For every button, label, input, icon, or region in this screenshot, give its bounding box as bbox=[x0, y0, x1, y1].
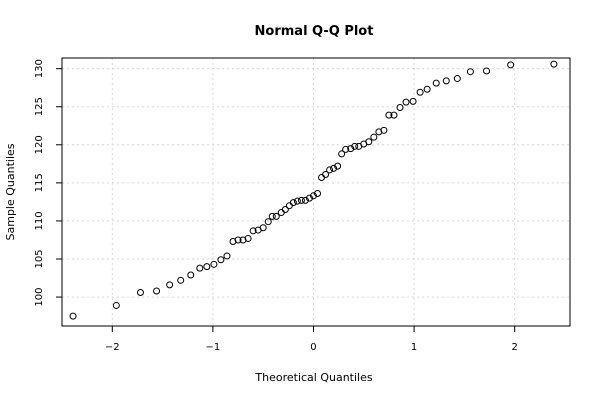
y-tick-label: 105 bbox=[34, 249, 45, 268]
data-point bbox=[268, 212, 276, 220]
data-point bbox=[380, 126, 388, 134]
data-point bbox=[351, 142, 359, 150]
y-axis-label: Sample Quantiles bbox=[4, 143, 17, 240]
data-point bbox=[365, 138, 373, 146]
data-point bbox=[187, 271, 195, 279]
data-point bbox=[423, 85, 431, 93]
data-point bbox=[301, 196, 309, 204]
x-tick-label: 0 bbox=[310, 342, 316, 353]
data-point bbox=[390, 111, 398, 119]
data-point bbox=[318, 174, 326, 182]
data-point bbox=[259, 224, 267, 232]
y-tick-label: 115 bbox=[34, 173, 45, 192]
y-axis: 100 105 110 115 120 125 130 bbox=[34, 59, 62, 307]
data-point bbox=[203, 263, 211, 271]
data-point bbox=[272, 212, 280, 220]
data-point bbox=[322, 170, 330, 178]
data-point bbox=[166, 281, 174, 289]
data-point bbox=[550, 60, 558, 68]
data-point bbox=[210, 260, 218, 268]
x-axis-label: Theoretical Quantiles bbox=[254, 371, 372, 384]
data-point bbox=[385, 111, 393, 119]
y-tick-label: 125 bbox=[34, 97, 45, 116]
data-point bbox=[442, 77, 450, 85]
y-tick-label: 100 bbox=[34, 288, 45, 307]
data-point bbox=[432, 79, 440, 87]
data-point bbox=[342, 145, 350, 153]
data-point bbox=[136, 289, 144, 296]
data-point bbox=[347, 145, 355, 153]
data-point bbox=[217, 256, 225, 264]
data-point bbox=[229, 237, 237, 245]
data-point bbox=[277, 209, 285, 217]
data-point bbox=[69, 312, 77, 320]
data-point bbox=[249, 227, 257, 235]
data-point bbox=[153, 287, 161, 295]
data-point bbox=[289, 199, 297, 207]
data-point bbox=[409, 97, 417, 105]
data-point bbox=[264, 218, 272, 226]
x-tick-label: −1 bbox=[206, 342, 221, 353]
data-point bbox=[314, 190, 322, 198]
grid bbox=[62, 58, 570, 326]
data-point bbox=[402, 98, 410, 106]
y-tick-label: 110 bbox=[34, 211, 45, 230]
data-point bbox=[281, 206, 289, 214]
data-point bbox=[196, 264, 204, 272]
data-point bbox=[297, 196, 305, 204]
x-tick-label: 2 bbox=[511, 342, 517, 353]
data-point bbox=[305, 194, 313, 202]
data-point bbox=[330, 164, 338, 172]
data-point bbox=[234, 236, 242, 244]
data-points bbox=[69, 60, 558, 320]
data-point bbox=[507, 61, 515, 69]
data-point bbox=[375, 128, 383, 136]
data-point bbox=[416, 88, 424, 96]
y-tick-label: 130 bbox=[34, 59, 45, 78]
data-point bbox=[326, 166, 334, 174]
data-point bbox=[453, 75, 461, 83]
data-point bbox=[112, 301, 120, 309]
data-point bbox=[177, 276, 185, 284]
data-point bbox=[223, 252, 231, 260]
x-tick-label: 1 bbox=[411, 342, 417, 353]
data-point bbox=[239, 236, 247, 244]
data-point bbox=[396, 103, 404, 111]
data-point bbox=[334, 162, 342, 170]
data-point bbox=[483, 67, 491, 75]
chart-title: Normal Q-Q Plot bbox=[255, 24, 374, 39]
plot-frame bbox=[61, 57, 571, 327]
data-point bbox=[466, 68, 474, 76]
y-tick-label: 120 bbox=[34, 135, 45, 154]
data-point bbox=[309, 192, 317, 200]
x-tick-label: −2 bbox=[105, 342, 120, 353]
data-point bbox=[293, 197, 301, 205]
x-axis: −2 −1 0 1 2 bbox=[105, 326, 518, 353]
data-point bbox=[370, 133, 378, 141]
data-point bbox=[285, 202, 293, 210]
data-point bbox=[338, 150, 346, 158]
data-point bbox=[244, 234, 252, 242]
